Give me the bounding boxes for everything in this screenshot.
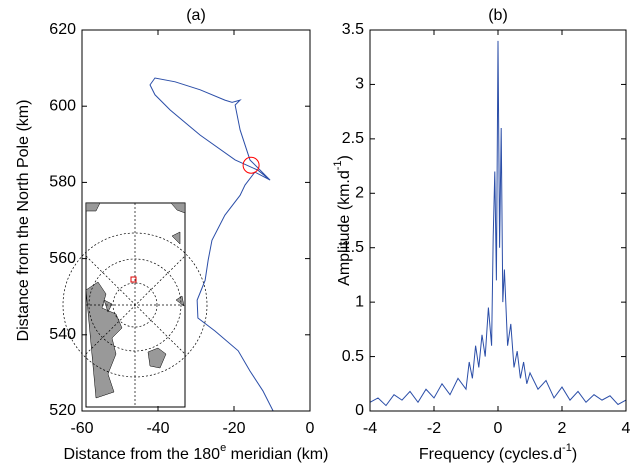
y-tick-label: 520 <box>49 402 76 419</box>
y-tick-label: 560 <box>49 250 76 267</box>
panel-title: (a) <box>186 7 206 24</box>
y-tick-label: 540 <box>49 326 76 343</box>
x-tick-label: 4 <box>622 420 631 437</box>
x-axis-label: Distance from the 180e meridian (km) <box>64 442 329 463</box>
y-tick-label: 3.5 <box>342 21 364 38</box>
y-axis-label-text: Amplitude (km.d <box>336 170 353 286</box>
x-tick-label: -2 <box>427 420 441 437</box>
x-axis-label-text: Distance from the 180 <box>64 446 221 463</box>
x-tick-label: 0 <box>494 420 503 437</box>
data-line <box>369 40 627 407</box>
x-axis-label-sup: e <box>220 442 226 454</box>
x-axis-label: Frequency (cycles.d-1) <box>419 442 577 463</box>
y-tick-label: 580 <box>49 174 76 191</box>
axes-frame <box>369 29 627 412</box>
highlight-circle <box>242 156 260 174</box>
y-tick-label: 1.5 <box>342 239 364 256</box>
y-tick-label: 1 <box>355 293 364 310</box>
x-tick-label: -20 <box>222 420 245 437</box>
y-tick-label: 3 <box>355 76 364 93</box>
data-line <box>149 77 274 412</box>
y-tick-label: 2 <box>355 185 364 202</box>
y-tick-label: 0.5 <box>342 348 364 365</box>
x-tick-label: 0 <box>306 420 315 437</box>
axes-frame <box>81 29 311 412</box>
x-tick-label: -60 <box>70 420 93 437</box>
y-tick-label: 620 <box>49 21 76 38</box>
x-axis-label-text: ) <box>572 446 577 463</box>
x-tick-label: -40 <box>146 420 169 437</box>
y-tick-label: 0 <box>355 402 364 419</box>
inset-map <box>62 202 208 408</box>
x-axis-label-sup: -1 <box>562 442 572 454</box>
x-tick-label: -4 <box>363 420 377 437</box>
y-axis-label-text: ) <box>336 155 353 160</box>
x-axis-label-text: meridian (km) <box>226 446 328 463</box>
y-axis-label: Amplitude (km.d-1) <box>332 155 353 286</box>
y-axis-label: Distance from the North Pole (km) <box>15 100 32 342</box>
x-tick-label: 2 <box>558 420 567 437</box>
y-tick-label: 600 <box>49 97 76 114</box>
panel-title: (b) <box>488 7 508 24</box>
x-axis-label-text: Frequency (cycles.d <box>419 446 562 463</box>
y-axis-label-sup: -1 <box>332 160 344 170</box>
y-tick-label: 2.5 <box>342 130 364 147</box>
